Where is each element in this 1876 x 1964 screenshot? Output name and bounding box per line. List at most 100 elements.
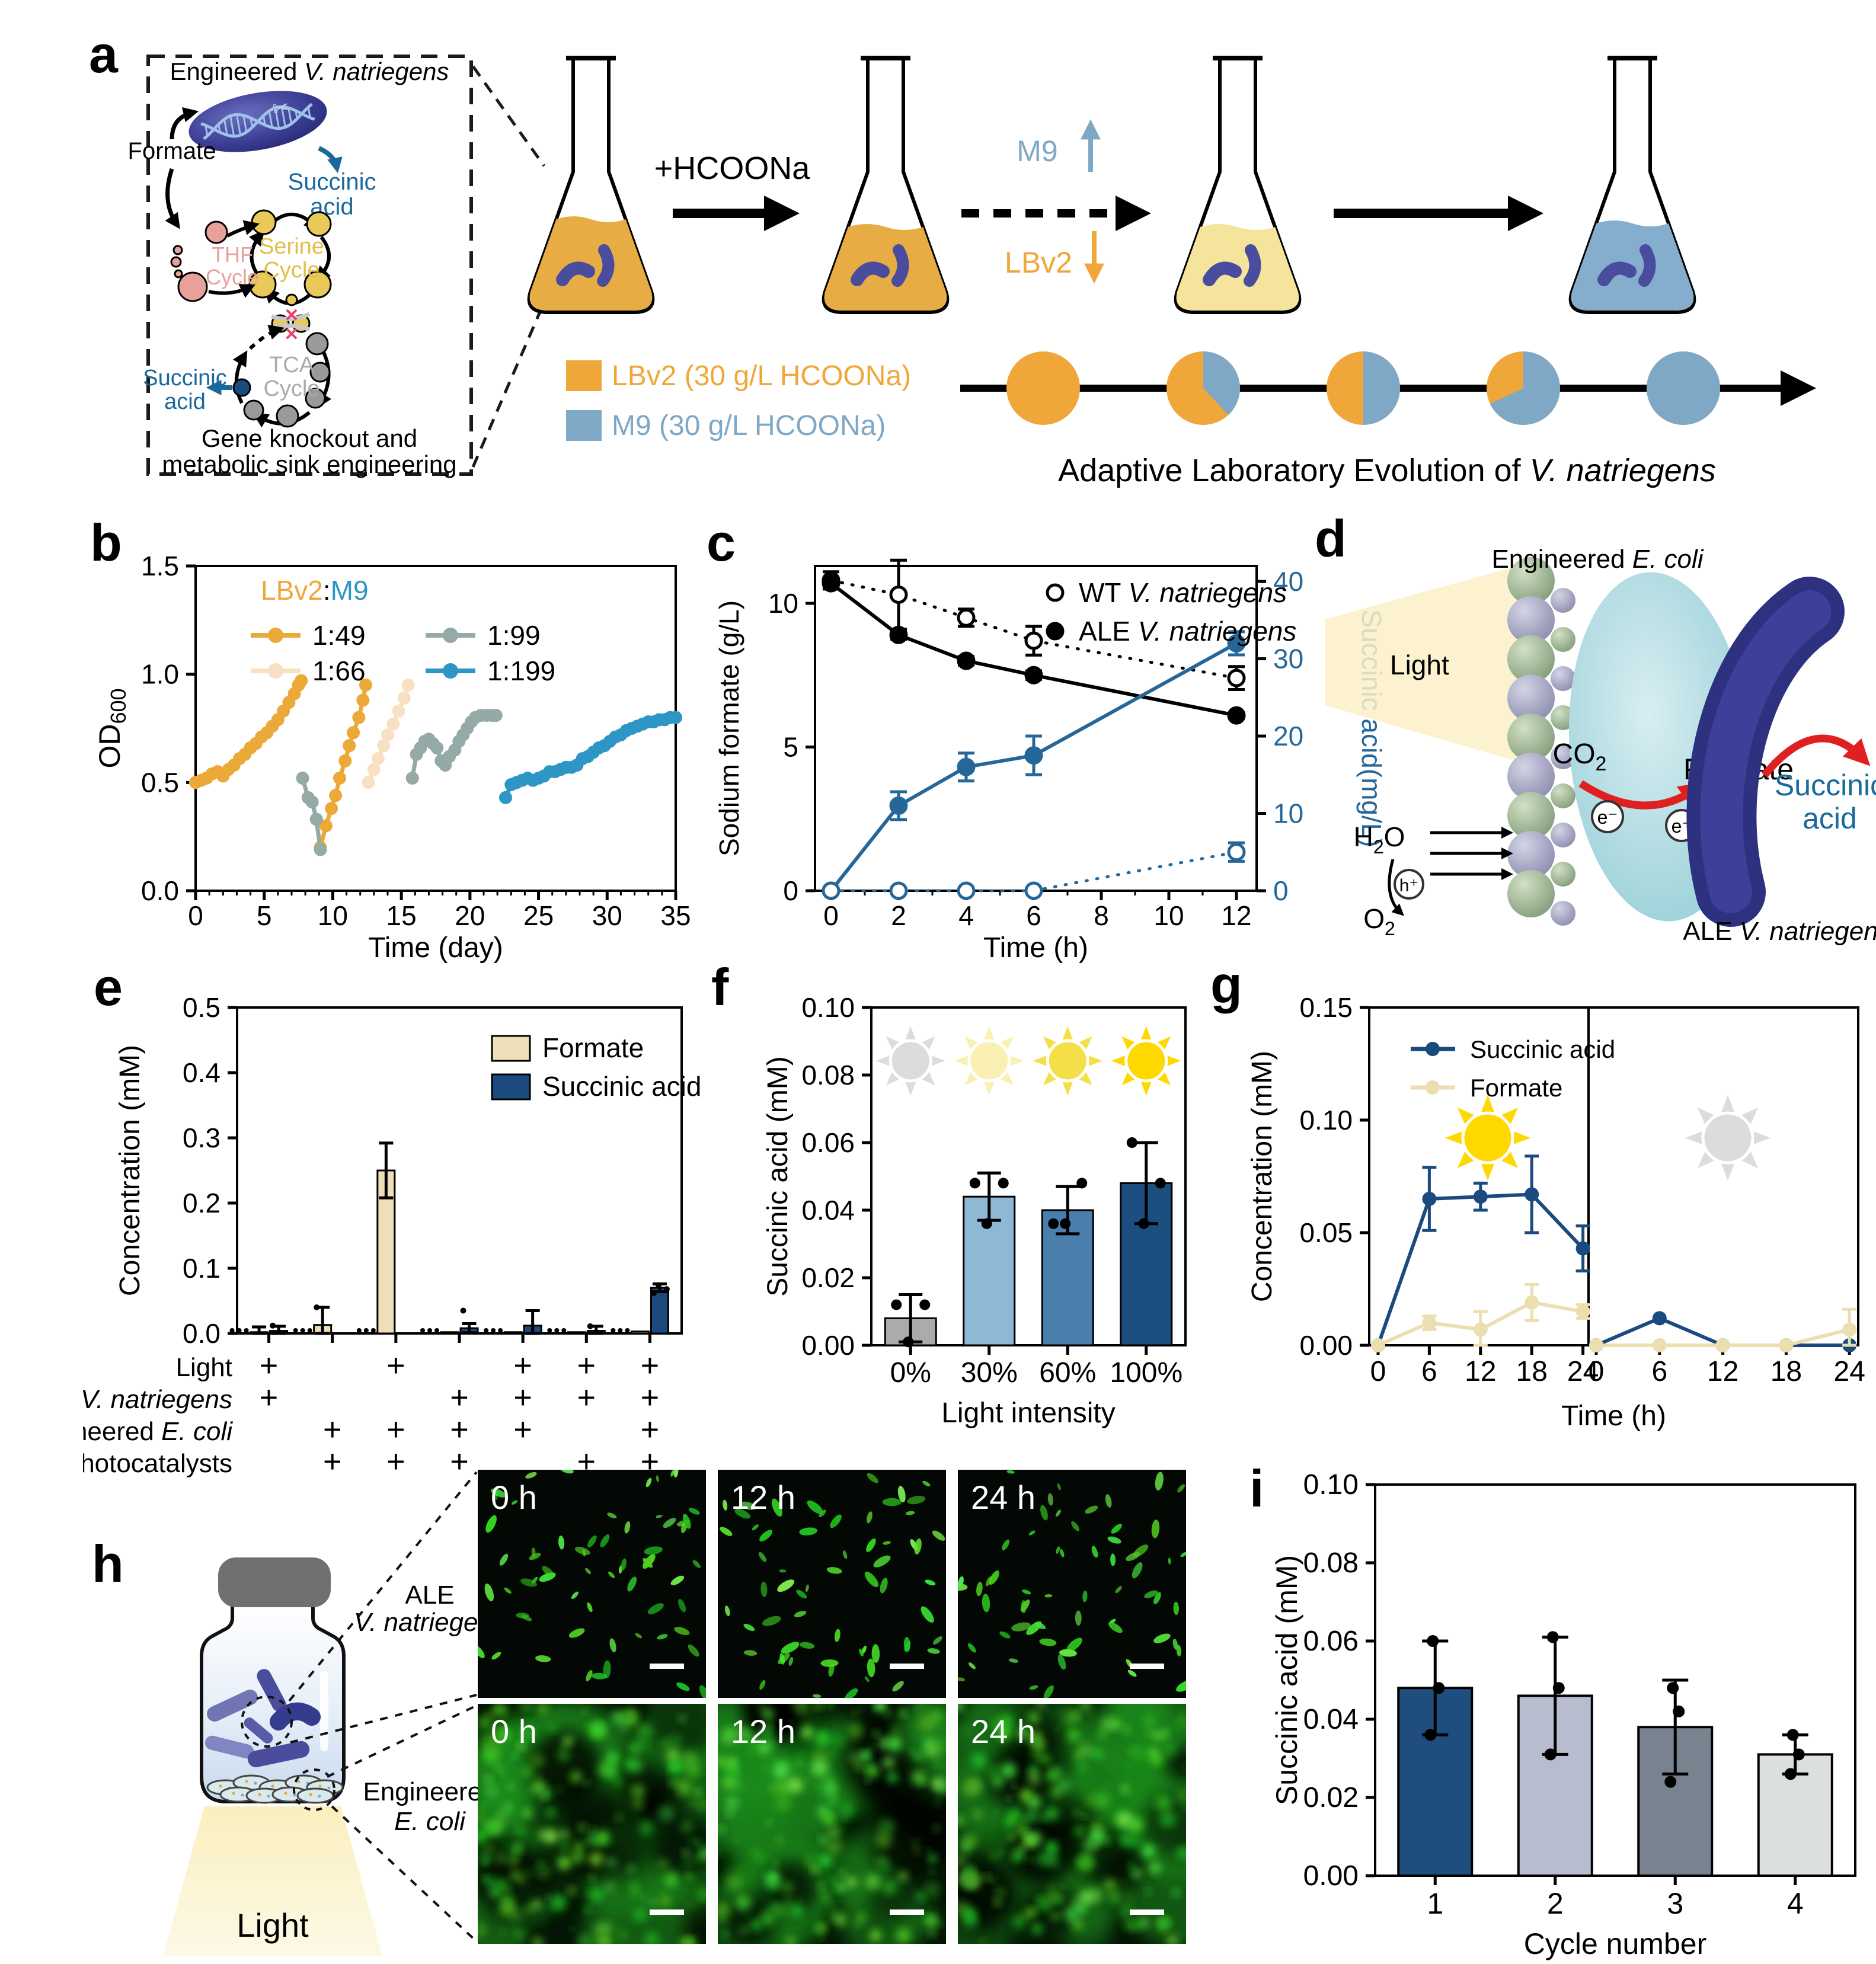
text-label: 0.2 [183, 1188, 220, 1218]
ale-vn-label: ALE V. natriegens [1683, 917, 1876, 946]
y-axis-label: Succinic acid (mM) [762, 1056, 794, 1296]
sun-icon [1111, 1026, 1181, 1096]
text-label: Succinic acid [542, 1071, 701, 1102]
panel-letter-f: f [711, 958, 729, 1016]
text-label: 30 [592, 900, 622, 931]
text-label: 6 [1421, 1356, 1437, 1387]
legend-title: LBv2:M9 [261, 575, 369, 606]
condition-plus: + [260, 1380, 279, 1415]
panel-e-chart: 0.0 0.1 0.2 0.3 0.4 0.5 Concentration (mM) Form… [83, 992, 701, 1479]
scissors-icon: ✂ [271, 96, 292, 121]
text-label: 5 [783, 732, 798, 763]
text-label: 0.15 [1299, 992, 1353, 1023]
text-label: 0 [1273, 875, 1289, 906]
text-label: 0.00 [1299, 1330, 1353, 1361]
jar [200, 1557, 346, 1803]
y-axis-label: Succinic acid (mM) [1270, 1555, 1303, 1805]
text-label: 10 [1273, 798, 1303, 829]
text-label: 0.04 [801, 1195, 855, 1226]
ecoli-label: E. coli [394, 1807, 466, 1836]
text-label: 0.02 [1303, 1782, 1359, 1813]
legend-lbv2: LBv2 (30 g/L HCOONa) [612, 360, 911, 392]
condition-plus: + [386, 1444, 405, 1479]
box-caption: Gene knockout and [202, 424, 417, 452]
sun-icon [1033, 1026, 1102, 1096]
pie-2 [1166, 351, 1240, 425]
series [822, 841, 1246, 900]
micrograph-ecoli-0: 0 h [478, 1704, 706, 1944]
condition-plus: + [641, 1380, 660, 1415]
text-label: 0.0 [141, 875, 179, 906]
panel-c-chart: 0 2 4 6 8 10 12 Time (h) 0 5 10 Sodium formate (g/L… [714, 558, 1387, 964]
pie-3 [1327, 351, 1400, 425]
formate-label: Formate [128, 138, 216, 164]
text-label: 0.5 [183, 992, 220, 1023]
text-label: 8 [1094, 900, 1109, 931]
text-label: 1:66 [312, 655, 366, 686]
text-label: 10 [768, 588, 798, 619]
x-axis-label: Time (h) [1561, 1400, 1666, 1432]
light-beam [163, 1806, 382, 1956]
panel-d-title: Engineered E. coli [1491, 545, 1704, 574]
panel-b-chart: 0 5 10 15 20 25 30 35 Time (day) 0.0 0.5 1.0 1.5 OD60… [93, 551, 691, 964]
text-label: 0.04 [1303, 1704, 1359, 1735]
text-label: 24 [1567, 1356, 1599, 1387]
text-label: 5 [257, 900, 272, 931]
text-label: 0.0 [183, 1318, 220, 1349]
text-label: 0% [890, 1357, 931, 1389]
text-label: 40 [1273, 566, 1303, 597]
text-label: 100% [1110, 1357, 1183, 1389]
y-axis: 0.00 0.05 0.10 0.15 Concentration (mM) [1247, 992, 1369, 1361]
text-label: 0.06 [1303, 1626, 1359, 1657]
sun-icon [1444, 1095, 1531, 1181]
condition-plus: + [577, 1380, 596, 1415]
scale-bar [890, 1664, 924, 1669]
text-label: 3 [1667, 1887, 1683, 1920]
scale-bar [650, 1664, 684, 1669]
pie-5 [1647, 351, 1720, 425]
text-label: 60% [1039, 1357, 1096, 1389]
text-label: 0.08 [1303, 1547, 1359, 1579]
condition-plus: + [450, 1412, 469, 1447]
text-label: 1:99 [487, 620, 541, 651]
text-label: 0 [1370, 1356, 1386, 1387]
panel-f-chart: 0.00 0.02 0.04 0.06 0.08 0.10 Succinic acid (m… [762, 992, 1187, 1429]
tca-cycle-label: TCA [269, 353, 315, 378]
condition-plus: + [513, 1380, 532, 1415]
flask-1 [527, 56, 655, 314]
micrograph-ale-2: 24 h [958, 1470, 1186, 1698]
text-label: 0 [188, 900, 203, 931]
text-label: WT V. natriegens [1079, 577, 1287, 608]
text-label: 0.02 [801, 1262, 855, 1293]
text-label: 12 [1465, 1356, 1496, 1387]
text-label: 2 [1547, 1887, 1564, 1920]
flask-4 [1568, 56, 1696, 314]
x-axis-label: Time (h) [983, 932, 1088, 964]
m9-up-label: M9 [1017, 135, 1057, 168]
text-label: 0.10 [801, 992, 855, 1023]
text-label: 20 [455, 900, 485, 931]
x-axis-phase0: 0 6 12 18 24 [1370, 1345, 1599, 1387]
scale-bar [1130, 1909, 1164, 1915]
serine-cycle-label: Cycle [263, 258, 319, 283]
text-label: 15 [386, 900, 417, 931]
pie-4 [1487, 351, 1560, 425]
electron-label: e⁻ [1597, 807, 1618, 828]
time-label: 12 h [731, 1713, 795, 1750]
y-axis: 0.00 0.02 0.04 0.06 0.08 0.10 Succinic acid (m… [762, 992, 871, 1361]
condition-plus: + [513, 1412, 532, 1447]
light-label: Light [1390, 650, 1449, 680]
panel-letter-b: b [90, 513, 122, 572]
x-axis-label: Cycle number [1524, 1927, 1706, 1960]
hcoona-label: +HCOONa [654, 151, 811, 186]
light-beam [1325, 566, 1517, 762]
text-label: 1.5 [141, 551, 179, 581]
box-caption: metabolic sink engineering [162, 450, 456, 478]
legend-m9: M9 (30 g/L HCOONa) [612, 410, 886, 442]
y-axis: 0.0 0.1 0.2 0.3 0.4 0.5 Concentration (mM) [114, 992, 237, 1349]
y-axis: 0.0 0.5 1.0 1.5 OD600 [93, 551, 196, 906]
panel-g-chart: 0.00 0.05 0.10 0.15 Concentration (mM) 0 6 12 18… [1247, 992, 1865, 1432]
text-label: 30 [1273, 644, 1303, 674]
time-label: 12 h [731, 1479, 795, 1516]
micrograph-ecoli-1: 12 h [718, 1704, 946, 1944]
